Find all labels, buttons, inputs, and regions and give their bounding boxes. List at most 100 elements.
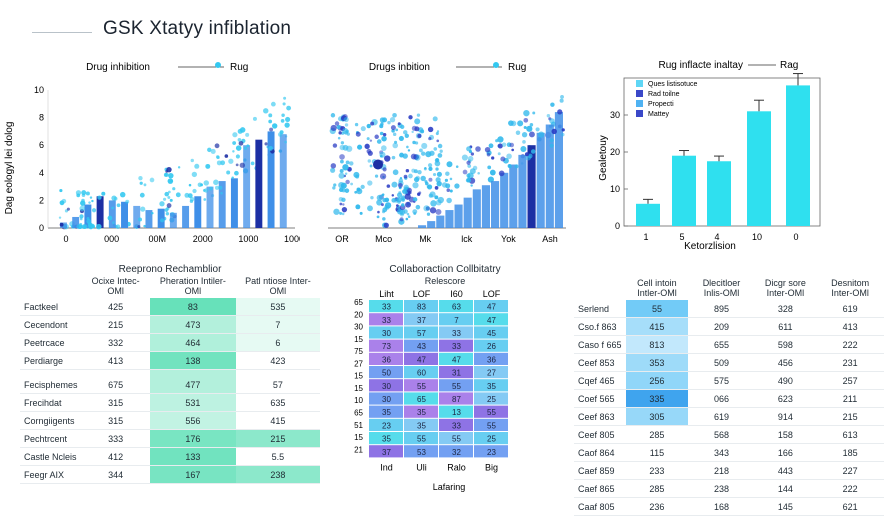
chart-2-point bbox=[507, 164, 512, 168]
chart-1-point bbox=[79, 205, 86, 212]
chart-2-point bbox=[426, 185, 430, 189]
chart-2-point bbox=[340, 159, 344, 164]
heatmap-cell bbox=[474, 352, 508, 365]
chart-2-point bbox=[354, 122, 359, 127]
table-1-cell: 7 bbox=[235, 315, 320, 334]
heatmap-row-label: 15 bbox=[354, 384, 363, 393]
chart-2-point bbox=[379, 124, 384, 129]
chart-2-point bbox=[401, 203, 405, 207]
chart-1-point bbox=[163, 172, 168, 177]
chart-2-point bbox=[421, 151, 426, 156]
chart-2-xtick: lck bbox=[461, 234, 472, 244]
chart-1-point bbox=[213, 179, 219, 186]
chart-2-point bbox=[386, 184, 391, 188]
table-2-cell: 145 bbox=[754, 497, 817, 516]
chart-2-point bbox=[413, 200, 416, 204]
table-2-corner bbox=[574, 278, 626, 300]
chart-2-point bbox=[421, 142, 428, 150]
chart-1-bar bbox=[108, 200, 116, 228]
chart-2-point bbox=[342, 203, 345, 206]
table-1-cell: 423 bbox=[235, 351, 320, 370]
heatmap-cell bbox=[369, 379, 403, 392]
chart-2-point bbox=[486, 152, 491, 157]
heatmap-cell bbox=[474, 392, 508, 405]
chart-2-point bbox=[407, 215, 411, 219]
table-2-cell: 257 bbox=[816, 371, 884, 390]
chart-3-xtick: 4 bbox=[714, 232, 719, 242]
chart-2-point bbox=[360, 126, 366, 132]
table-2-row: Coef 565 335 066 623 211 bbox=[574, 389, 884, 408]
chart-2-point bbox=[400, 124, 405, 129]
chart-2-point bbox=[437, 143, 443, 149]
heatmap-col-label: I60 bbox=[450, 289, 463, 299]
chart-1-point bbox=[170, 179, 173, 183]
heatmap-cell bbox=[404, 313, 438, 326]
chart-2-point bbox=[411, 130, 414, 134]
chart-2-point bbox=[339, 154, 345, 160]
chart-1-point bbox=[280, 119, 285, 123]
table-1-cell: 215 bbox=[81, 315, 150, 334]
heatmap-title: Collaboraction Collbitatry bbox=[389, 264, 501, 275]
chart-2-point bbox=[404, 193, 411, 200]
chart-2-point bbox=[408, 173, 413, 179]
chart-2-point bbox=[350, 182, 354, 186]
chart-2-point bbox=[339, 169, 344, 174]
chart-2-point bbox=[417, 192, 421, 196]
chart-1-point bbox=[119, 191, 126, 198]
chart-2-point bbox=[487, 165, 492, 170]
chart-2-point bbox=[340, 141, 345, 145]
table-1-cell: 5.5 bbox=[235, 447, 320, 466]
heatmap-cell bbox=[404, 366, 438, 379]
table-2-row: Caaf 805 236 168 145 621 bbox=[574, 497, 884, 516]
chart-1: Drug inhibition Rug Dag eologyl lei dolo… bbox=[4, 62, 300, 244]
chart-2-point bbox=[530, 149, 536, 154]
heatmap-cell bbox=[439, 405, 473, 418]
chart-2-point bbox=[550, 102, 555, 107]
chart-2-bar bbox=[481, 185, 490, 228]
heatmap-cell bbox=[404, 432, 438, 445]
chart-2-point bbox=[434, 186, 439, 190]
chart-1-point bbox=[283, 96, 287, 100]
heatmap-bottom-label: Ind bbox=[380, 462, 393, 472]
chart-1-point bbox=[232, 141, 237, 145]
table-1-cell: 477 bbox=[149, 369, 236, 394]
chart-1-point bbox=[172, 187, 176, 191]
heatmap-cell-value: 83 bbox=[417, 303, 426, 312]
chart-2-point bbox=[466, 173, 471, 178]
chart-2-point bbox=[434, 195, 439, 200]
chart-1-point bbox=[137, 225, 141, 229]
chart-2-bar bbox=[527, 145, 536, 228]
chart-1-xtick: 1000 bbox=[284, 234, 300, 244]
chart-1-point bbox=[85, 191, 90, 196]
chart-2-point bbox=[523, 109, 530, 117]
chart-3-ytick: 30 bbox=[610, 110, 620, 120]
table-1-cell: 238 bbox=[235, 465, 320, 484]
table-1-row-label: Castle Ncleis bbox=[20, 447, 82, 466]
chart-1-ytick: 4 bbox=[39, 168, 44, 178]
chart-1-point bbox=[250, 161, 255, 166]
chart-1-point bbox=[143, 183, 147, 187]
chart-1-point bbox=[224, 154, 229, 158]
heatmap-subtitle: Relescore bbox=[424, 276, 466, 286]
chart-1-point bbox=[164, 191, 170, 197]
table-1-row: Factkeel 425 83 535 bbox=[20, 298, 320, 316]
chart-1-point bbox=[143, 224, 146, 228]
chart-2-point bbox=[374, 134, 379, 140]
table-1-cell: 473 bbox=[149, 315, 236, 334]
heatmap-cell-value: 13 bbox=[452, 408, 461, 417]
chart-2-point bbox=[374, 174, 379, 178]
chart-2-point bbox=[376, 199, 383, 206]
chart-1-bar bbox=[267, 131, 275, 228]
chart-2-point bbox=[364, 143, 370, 149]
chart-2-point bbox=[466, 160, 471, 165]
chart-2-point bbox=[413, 212, 417, 215]
chart-1-point bbox=[160, 218, 165, 223]
heatmap-cell bbox=[474, 379, 508, 392]
table-2-col-header: Cell intoin Intler-OMl bbox=[637, 278, 677, 298]
chart-1-point bbox=[177, 166, 181, 169]
table-1-cell: 83 bbox=[149, 298, 236, 316]
table-2-cell: 575 bbox=[688, 371, 755, 390]
table-1-cell: 315 bbox=[81, 411, 150, 430]
chart-1-point bbox=[168, 190, 171, 194]
chart-2-point bbox=[390, 125, 396, 131]
